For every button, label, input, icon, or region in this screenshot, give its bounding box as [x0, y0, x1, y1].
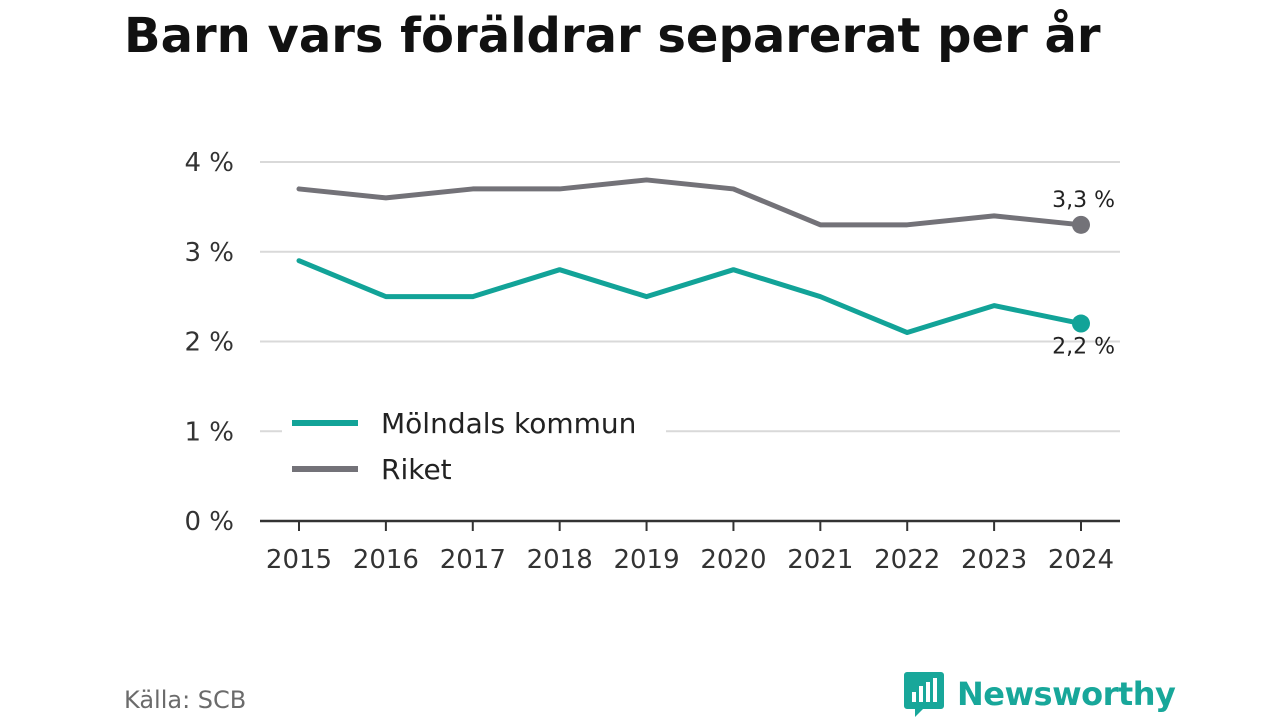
- brand-name: Newsworthy: [957, 675, 1176, 713]
- x-tick-label: 2019: [613, 545, 679, 575]
- x-tick-label: 2015: [266, 545, 332, 575]
- newsworthy-chart-bubble-icon: [904, 672, 944, 717]
- series-end-marker: [1072, 215, 1090, 234]
- x-tick-label: 2017: [440, 545, 506, 575]
- x-tick-label: 2021: [787, 545, 853, 575]
- x-axis-tick-labels: 2015 2016 2017 2018 2019 2020 2021 2022 2023 2024: [266, 545, 1114, 575]
- legend-background: [282, 398, 666, 494]
- series-line: [296, 177, 1084, 228]
- x-axis: [260, 519, 1120, 531]
- legend-label: Mölndals kommun: [381, 407, 636, 440]
- legend-label: Riket: [381, 453, 452, 486]
- y-axis-tick-labels: 0 % 1 % 2 % 3 % 4 %: [184, 148, 234, 537]
- end-labels: 2,2 % 3,3 %: [1052, 188, 1115, 360]
- x-tick-label: 2020: [700, 545, 766, 575]
- y-tick-label: 4 %: [184, 148, 234, 178]
- y-tick-label: 0 %: [184, 507, 234, 537]
- y-tick-label: 3 %: [184, 238, 234, 268]
- legend: Mölndals kommun Riket: [282, 398, 666, 494]
- chart-title: Barn vars föräldrar separerat per år: [124, 8, 1101, 64]
- brand-logo: Newsworthy: [903, 670, 1176, 718]
- x-tick-label: 2022: [874, 545, 940, 575]
- y-tick-label: 1 %: [184, 417, 234, 447]
- series-line: [296, 258, 1084, 336]
- series: [296, 177, 1090, 336]
- data-label: 2,2 %: [1052, 335, 1115, 360]
- data-label: 3,3 %: [1052, 188, 1115, 213]
- y-tick-label: 2 %: [184, 328, 234, 358]
- series-end-marker: [1072, 314, 1090, 333]
- x-tick-label: 2023: [961, 545, 1027, 575]
- source-note: Källa: SCB: [124, 686, 247, 714]
- x-tick-label: 2018: [527, 545, 593, 575]
- x-tick-label: 2016: [353, 545, 419, 575]
- x-tick-label: 2024: [1048, 545, 1114, 575]
